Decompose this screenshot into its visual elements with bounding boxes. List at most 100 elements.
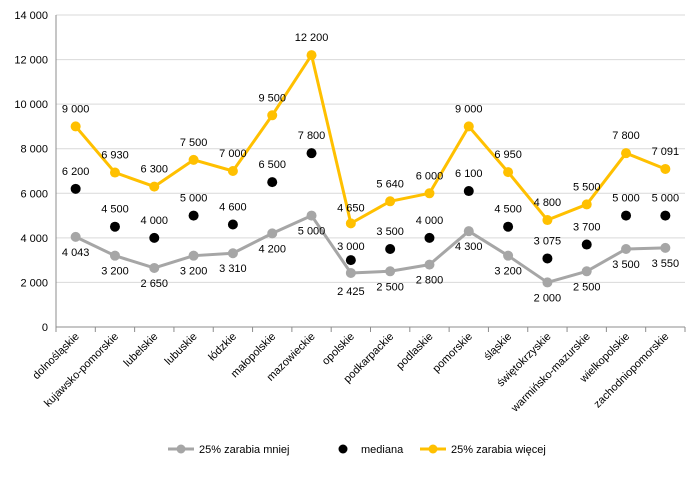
data-point <box>660 242 671 253</box>
data-point <box>149 232 160 243</box>
data-point <box>542 215 553 226</box>
data-label: 4 650 <box>337 202 365 214</box>
x-tick-label: łódzkie <box>206 331 239 364</box>
data-point <box>385 244 396 254</box>
data-point <box>188 250 199 261</box>
series-1: 6 200 4 500 4 000 5 000 4 600 6 500 7 800 3 000… <box>62 130 680 266</box>
data-label: 4 800 <box>534 197 562 209</box>
data-label: 5 000 <box>612 193 640 205</box>
data-label: 2 800 <box>416 275 444 287</box>
legend-label: 25% zarabia mniej <box>199 444 290 456</box>
data-point <box>385 266 396 277</box>
data-point <box>424 188 435 199</box>
series-2: 9 000 6 930 6 300 7 500 7 000 9 500 12 200 4 65… <box>62 32 680 229</box>
data-label: 2 500 <box>573 281 601 293</box>
data-label: 6 930 <box>101 150 129 162</box>
data-point <box>463 186 474 197</box>
data-label: 3 200 <box>180 266 208 278</box>
data-point <box>542 253 553 264</box>
data-point <box>503 167 514 178</box>
y-tick-label: 8 000 <box>20 144 48 156</box>
x-tick-label: opolskie <box>320 331 357 368</box>
y-tick-label: 4 000 <box>20 233 48 245</box>
data-point <box>188 210 199 221</box>
data-point <box>581 266 592 277</box>
data-label: 3 550 <box>652 258 680 270</box>
data-point <box>149 262 160 273</box>
data-label: 4 000 <box>141 215 169 227</box>
data-label: 6 950 <box>494 149 522 161</box>
y-tick-label: 14 000 <box>14 10 48 22</box>
data-point <box>345 255 356 266</box>
data-label: 2 000 <box>534 292 562 304</box>
x-tick-label: zachodniopomorskie <box>592 331 672 411</box>
data-point <box>188 154 199 165</box>
data-label: 7 800 <box>298 130 326 142</box>
data-label: 2 425 <box>337 286 365 298</box>
data-label: 3 200 <box>101 266 129 278</box>
data-label: 9 500 <box>258 92 286 104</box>
data-point <box>424 232 435 243</box>
legend-marker <box>338 444 348 454</box>
data-point <box>267 177 278 188</box>
data-point <box>70 231 81 242</box>
data-point <box>621 148 632 159</box>
series-line <box>74 53 666 225</box>
legend-item: mediana <box>338 444 404 456</box>
data-label: 6 100 <box>455 168 483 180</box>
data-point <box>621 244 632 254</box>
data-label: 5 500 <box>573 181 601 193</box>
legend-marker <box>428 444 438 454</box>
data-point <box>463 226 474 237</box>
data-point <box>385 196 396 207</box>
data-label: 6 500 <box>258 159 286 171</box>
x-tick-label: kujawsko-pomorskie <box>42 331 121 410</box>
legend-marker <box>176 444 186 454</box>
data-point <box>424 259 435 270</box>
data-point <box>109 167 120 178</box>
data-point <box>503 221 514 232</box>
data-label: 4 043 <box>62 247 90 259</box>
data-label: 6 300 <box>141 164 169 176</box>
legend-label: 25% zarabia więcej <box>451 444 546 456</box>
data-label: 4 600 <box>219 201 247 213</box>
data-label: 12 200 <box>295 32 329 44</box>
data-label: 5 000 <box>298 226 326 238</box>
data-point <box>306 148 317 159</box>
data-label: 3 500 <box>612 259 640 271</box>
data-point <box>70 121 81 132</box>
x-tick-label: lubelskie <box>122 331 161 370</box>
y-tick-label: 6 000 <box>20 188 48 200</box>
x-tick-label: podlaskie <box>394 331 435 372</box>
data-point <box>581 199 592 210</box>
data-point <box>306 210 317 221</box>
data-label: 3 000 <box>337 241 365 253</box>
series-0: 4 043 3 200 2 650 3 200 3 310 4 200 5 000 2 425… <box>62 210 680 304</box>
data-point <box>227 248 238 259</box>
data-label: 3 075 <box>534 235 562 247</box>
data-label: 4 500 <box>494 204 522 216</box>
data-point <box>463 121 474 132</box>
data-point <box>267 228 278 239</box>
data-label: 6 000 <box>416 170 444 182</box>
data-label: 2 500 <box>376 281 404 293</box>
data-label: 7 800 <box>612 130 640 142</box>
data-label: 3 500 <box>376 226 404 238</box>
data-label: 4 500 <box>101 204 129 216</box>
data-label: 3 200 <box>494 266 522 278</box>
data-point <box>267 110 278 121</box>
data-label: 2 650 <box>141 278 169 290</box>
data-label: 5 640 <box>376 178 404 190</box>
legend-label: mediana <box>361 444 404 456</box>
x-tick-label: lubuskie <box>163 331 200 368</box>
data-point <box>306 50 317 61</box>
data-label: 7 091 <box>652 146 680 158</box>
data-label: 9 000 <box>62 103 90 115</box>
data-label: 5 000 <box>652 193 680 205</box>
data-point <box>109 250 120 261</box>
y-tick-label: 12 000 <box>14 55 48 67</box>
data-label: 7 000 <box>219 148 247 160</box>
data-label: 6 200 <box>62 166 90 178</box>
data-point <box>621 210 632 221</box>
